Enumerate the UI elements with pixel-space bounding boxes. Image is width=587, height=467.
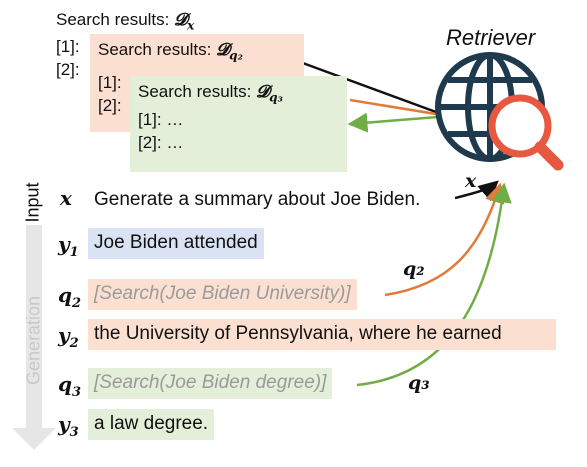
row-label-y2: y2 [58,323,79,351]
arrow-label-q3: q₃ [408,372,430,394]
search-results-q3: Search results: 𝓓q₃ [1]: … [2]: … [130,76,347,172]
row-label-q3: q3 [58,372,82,400]
search-results-q3-title: Search results: [138,82,252,101]
magnifier-icon [488,94,564,171]
search-results-x: Search results: 𝓓x [1]: [2]: [50,4,290,88]
arrow-retriever-to-results-q3 [347,112,439,133]
search-results-x-sub: x [187,18,195,33]
search-results-q2-sub: q₂ [229,48,243,63]
query-q3: [Search(Joe Biden degree)] [88,368,333,399]
search-results-x-item-1: [1]: [56,36,80,56]
generation-down-arrow [12,225,56,450]
search-results-q2-item-1: [1]: [98,72,122,92]
search-results-q3-item-1: [1]: … [138,109,184,129]
search-results-q3-symbol: 𝓓 [256,82,270,102]
search-results-x-item-2: [2]: [56,59,80,79]
arrow-label-q2: q₂ [403,258,425,280]
arrow-q2-to-retriever [384,182,505,297]
search-results-q3-item-2: [2]: … [138,132,184,152]
arrow-label-x: x [465,170,477,192]
generation-y3: a law degree. [88,409,215,440]
input-text: Generate a summary about Joe Biden. [94,189,421,210]
arrow-retriever-to-results-q2 [349,98,437,116]
row-label-q2: q2 [58,283,82,311]
input-side-label: Input [22,182,43,223]
globe-icon [435,52,545,162]
search-results-q3-sub: q₃ [269,90,283,105]
search-results-x-title: Search results: [56,10,170,29]
generation-y2: the University of Pennsylvania, where he… [88,319,556,350]
arrow-retriever-to-results-x [299,60,437,114]
search-results-q2-title: Search results: [98,40,212,59]
generation-side-label: Generation [23,295,44,386]
search-results-q2-item-2: [2]: [98,95,122,115]
row-label-y1: y1 [58,232,79,260]
search-results-q2-symbol: 𝓓 [216,40,230,60]
row-label-x: x [60,186,72,210]
query-q2: [Search(Joe Biden University)] [88,279,357,310]
search-results-x-symbol: 𝓓 [174,10,188,30]
retriever-label: Retriever [446,25,536,50]
row-label-y3: y3 [58,412,79,440]
generation-y1: Joe Biden attended [88,228,264,259]
